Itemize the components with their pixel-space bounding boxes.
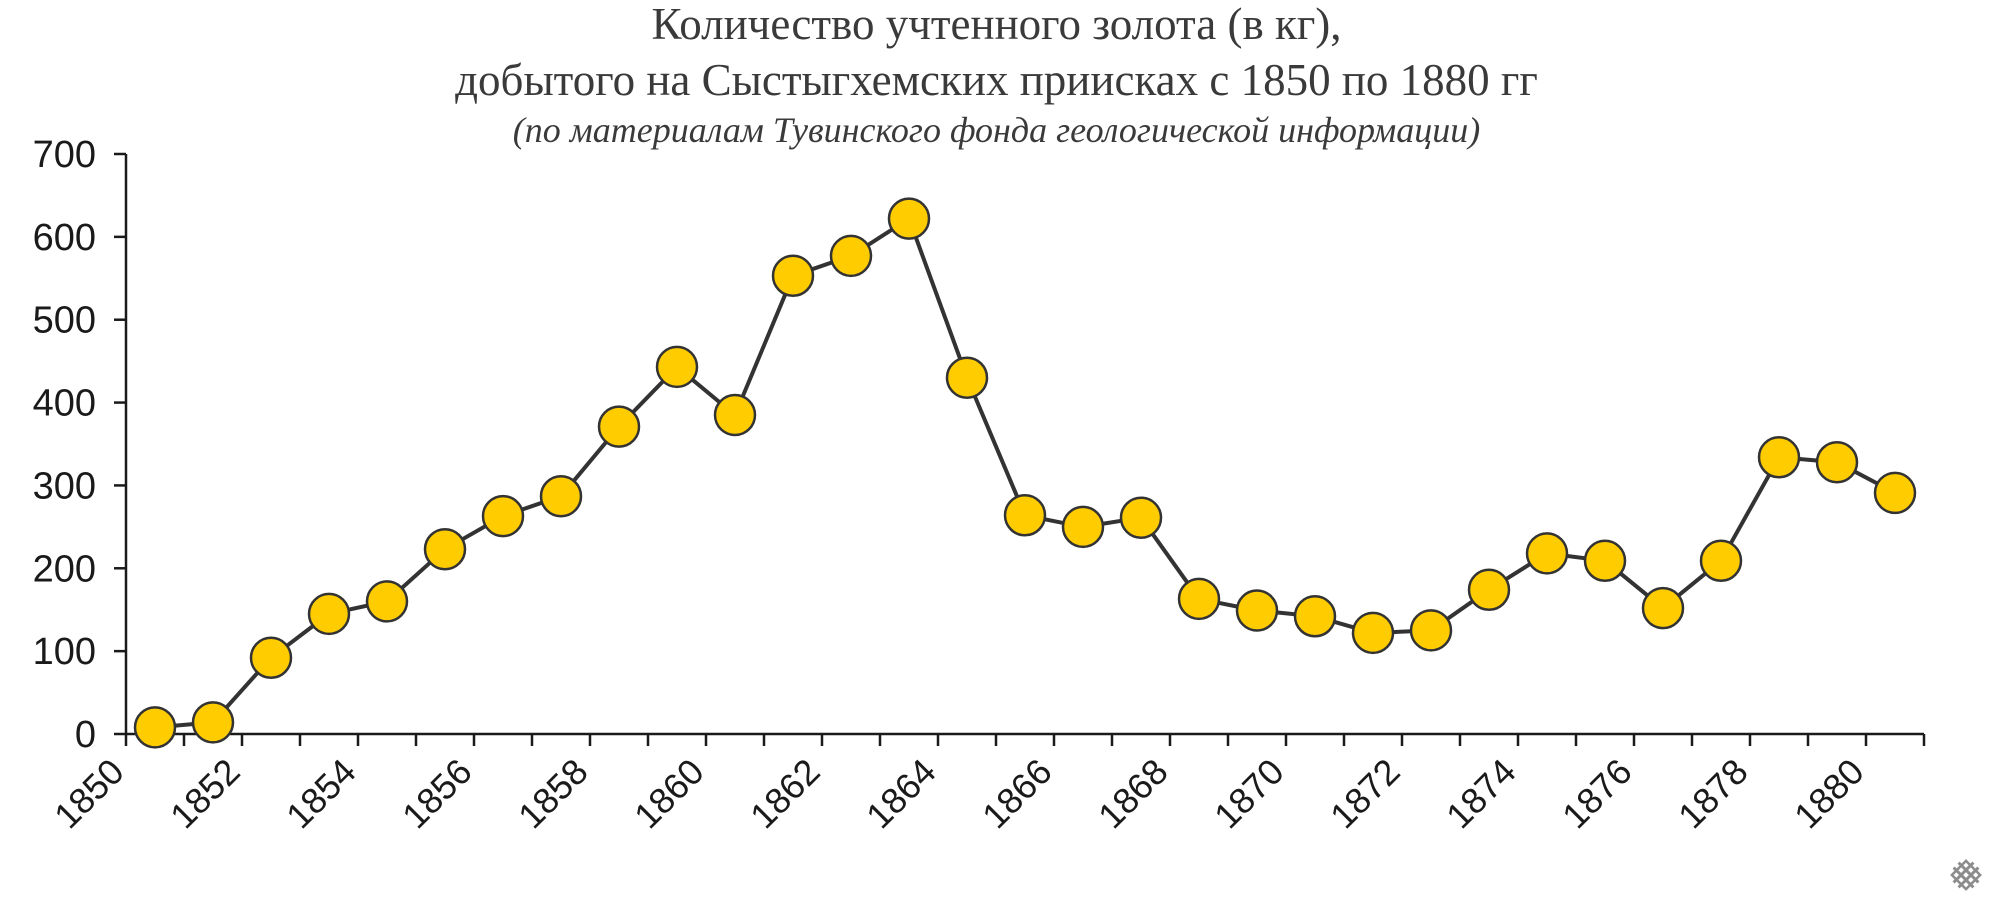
data-point [597, 405, 641, 448]
data-point [423, 527, 467, 571]
data-point [1699, 539, 1743, 583]
x-tick-label: 1876 [1554, 751, 1640, 837]
x-tick-label: 1862 [742, 751, 828, 837]
x-tick-label: 1852 [162, 751, 248, 837]
x-tick-label: 1864 [858, 751, 944, 837]
y-tick-label: 100 [33, 631, 96, 673]
chart-title-line-1: Количество учтенного золота (в кг), [651, 0, 1342, 49]
chart-subtitle: (по материалам Тувинского фонда геологич… [512, 110, 1481, 150]
y-tick-label: 700 [33, 134, 96, 176]
x-tick-label: 1868 [1090, 751, 1176, 837]
data-point [1177, 577, 1221, 621]
data-point [1293, 595, 1337, 638]
y-tick-label: 600 [33, 217, 96, 259]
x-tick-label: 1860 [626, 751, 712, 837]
x-tick-label: 1878 [1670, 751, 1756, 837]
data-point [713, 393, 757, 437]
data-point [1583, 539, 1627, 583]
data-point [539, 474, 583, 518]
y-tick-label: 400 [33, 383, 96, 425]
y-tick-label: 500 [33, 300, 96, 342]
data-point [887, 197, 931, 240]
data-point [133, 706, 177, 749]
endless-knot-icon [1950, 859, 1982, 891]
data-point [1815, 440, 1859, 484]
x-tick-label: 1858 [510, 751, 596, 837]
data-point [307, 592, 351, 636]
x-tick-label: 1854 [278, 751, 364, 837]
data-point [1351, 611, 1395, 655]
data-point [1409, 609, 1453, 652]
data-point [1641, 586, 1685, 630]
x-tick-label: 1850 [46, 751, 132, 837]
data-point [481, 494, 525, 538]
y-tick-label: 200 [33, 548, 96, 590]
data-point [655, 345, 699, 389]
chart-axes: 0 100 200 300 400 500 600 700 1850 1852 1854 1856 18… [33, 134, 1926, 837]
data-point [249, 636, 293, 680]
data-point [945, 356, 989, 399]
chart-title-block: Количество учтенного золота (в кг), добы… [0, 0, 1993, 152]
x-tick-label: 1872 [1322, 751, 1408, 837]
x-tick-label: 1870 [1206, 751, 1292, 837]
data-point [829, 234, 873, 278]
data-point [1873, 471, 1917, 515]
x-tick-label: 1880 [1786, 751, 1872, 837]
data-point [1061, 505, 1105, 549]
series-line [154, 216, 1896, 730]
data-point [1525, 532, 1569, 575]
data-point [771, 254, 815, 298]
y-tick-label: 0 [75, 714, 96, 756]
series-layer [133, 197, 1917, 749]
data-point [191, 701, 235, 744]
data-point [1235, 589, 1279, 632]
data-point [365, 580, 409, 623]
data-point [1003, 494, 1047, 537]
data-point [1467, 568, 1511, 612]
chart-title-line-2: добытого на Сыстыгхемских приисках с 185… [455, 55, 1538, 105]
x-tick-label: 1856 [394, 751, 480, 837]
x-tick-label: 1874 [1438, 751, 1524, 837]
data-point [1119, 496, 1163, 539]
x-tick-label: 1866 [974, 751, 1060, 837]
y-tick-label: 300 [33, 465, 96, 507]
data-point [1757, 436, 1801, 479]
